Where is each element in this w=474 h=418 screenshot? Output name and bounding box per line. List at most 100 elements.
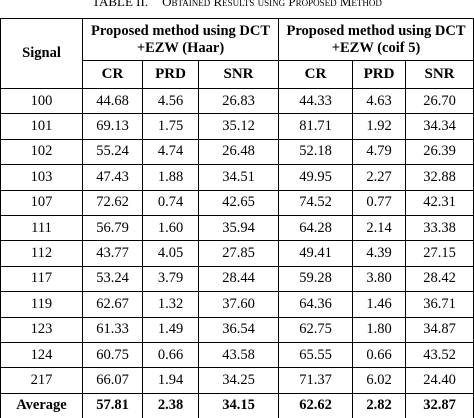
cell: 4.63 bbox=[352, 87, 406, 115]
header-cell: Proposed method using DCT +EZW (coif 5) bbox=[277, 18, 474, 61]
cell: 1.80 bbox=[352, 316, 406, 343]
cell: 62.75 bbox=[278, 316, 353, 343]
cell: 43.77 bbox=[82, 240, 143, 267]
cell: 43.52 bbox=[404, 341, 474, 369]
cell: 3.80 bbox=[352, 265, 406, 293]
cell: Average bbox=[0, 392, 83, 418]
cell: 2.14 bbox=[352, 214, 406, 242]
header-cell: SNR bbox=[198, 60, 279, 89]
cell: 2.38 bbox=[142, 392, 199, 418]
cell: 124 bbox=[0, 341, 83, 369]
cell: 49.41 bbox=[278, 240, 353, 267]
data-row: 101 69.13 1.75 35.12 81.71 1.92 34.34 bbox=[0, 113, 474, 140]
cell: 2.82 bbox=[352, 392, 406, 418]
header-cell: PRD bbox=[142, 60, 199, 89]
cell: 119 bbox=[0, 291, 83, 318]
data-row: 112 43.77 4.05 27.85 49.41 4.39 27.15 bbox=[0, 240, 474, 267]
cell: 35.12 bbox=[198, 113, 279, 140]
header-cell: Proposed method using DCT +EZW (Haar) bbox=[82, 18, 279, 61]
header-cell: CR bbox=[278, 60, 353, 89]
cell: 1.46 bbox=[352, 291, 406, 318]
cell: 27.85 bbox=[198, 240, 279, 267]
cell: 1.49 bbox=[142, 316, 199, 343]
cell: 0.74 bbox=[142, 189, 199, 216]
data-row: 103 47.43 1.88 34.51 49.95 2.27 32.88 bbox=[0, 164, 474, 191]
cell: 103 bbox=[0, 164, 83, 191]
cell: 6.02 bbox=[352, 367, 406, 394]
data-row: 123 61.33 1.49 36.54 62.75 1.80 34.87 bbox=[0, 316, 474, 343]
cell: 34.15 bbox=[198, 392, 279, 418]
cell: 107 bbox=[0, 189, 83, 216]
cell: 117 bbox=[0, 265, 83, 293]
cell: 3.79 bbox=[142, 265, 199, 293]
cell: 66.07 bbox=[82, 367, 143, 394]
cell: 100 bbox=[0, 87, 83, 115]
cell: 34.25 bbox=[198, 367, 279, 394]
cell: 56.79 bbox=[82, 214, 143, 242]
cell: 4.79 bbox=[352, 138, 406, 166]
data-row: 100 44.68 4.56 26.83 44.33 4.63 26.70 bbox=[0, 87, 474, 115]
cell: 49.95 bbox=[278, 164, 353, 191]
cell: 24.40 bbox=[404, 367, 474, 394]
average-row: Average 57.81 2.38 34.15 62.62 2.82 32.87 bbox=[0, 392, 474, 418]
cell: 111 bbox=[0, 214, 83, 242]
cell: 64.28 bbox=[278, 214, 353, 242]
cell: 35.94 bbox=[198, 214, 279, 242]
caption-label: TABLE II. bbox=[92, 0, 149, 9]
cell: 217 bbox=[0, 367, 83, 394]
cell: 59.28 bbox=[278, 265, 353, 293]
cell: 69.13 bbox=[82, 113, 143, 140]
cell: 64.36 bbox=[278, 291, 353, 318]
table-body: 100 44.68 4.56 26.83 44.33 4.63 26.70 101 69.13 1… bbox=[0, 87, 474, 418]
data-row: 124 60.75 0.66 43.58 65.55 0.66 43.52 bbox=[0, 341, 474, 369]
cell: 1.94 bbox=[142, 367, 199, 394]
data-row: 102 55.24 4.74 26.48 52.18 4.79 26.39 bbox=[0, 138, 474, 166]
cell: 4.05 bbox=[142, 240, 199, 267]
cell: 34.51 bbox=[198, 164, 279, 191]
cell: 101 bbox=[0, 113, 83, 140]
cell: 1.32 bbox=[142, 291, 199, 318]
cell: 1.75 bbox=[142, 113, 199, 140]
cell: 44.33 bbox=[278, 87, 353, 115]
cell: 0.66 bbox=[352, 341, 406, 369]
cell: 28.44 bbox=[198, 265, 279, 293]
cell: 65.55 bbox=[278, 341, 353, 369]
cell: 4.74 bbox=[142, 138, 199, 166]
cell: 112 bbox=[0, 240, 83, 267]
results-table: Signal Proposed method using DCT +EZW (H… bbox=[0, 18, 474, 418]
cell: 1.92 bbox=[352, 113, 406, 140]
cell: 72.62 bbox=[82, 189, 143, 216]
cell: 71.37 bbox=[278, 367, 353, 394]
cell: 33.38 bbox=[404, 214, 474, 242]
cell: 60.75 bbox=[82, 341, 143, 369]
cell: 123 bbox=[0, 316, 83, 343]
cell: 42.65 bbox=[198, 189, 279, 216]
caption: TABLE II. Obtained Results using Proposed… bbox=[0, 0, 474, 12]
cell: 61.33 bbox=[82, 316, 143, 343]
cell: 102 bbox=[0, 138, 83, 166]
data-row: 107 72.62 0.74 42.65 74.52 0.77 42.31 bbox=[0, 189, 474, 216]
cell: 62.67 bbox=[82, 291, 143, 318]
cell: 47.43 bbox=[82, 164, 143, 191]
cell: 34.34 bbox=[404, 113, 474, 140]
cell: 32.88 bbox=[404, 164, 474, 191]
cell: 55.24 bbox=[82, 138, 143, 166]
caption-title: Obtained Results using Proposed Method bbox=[162, 0, 382, 9]
cell: 28.42 bbox=[404, 265, 474, 293]
cell: 4.56 bbox=[142, 87, 199, 115]
cell: 34.87 bbox=[404, 316, 474, 343]
cell: 4.39 bbox=[352, 240, 406, 267]
cell: 52.18 bbox=[278, 138, 353, 166]
cell: 26.70 bbox=[404, 87, 474, 115]
cell: 62.62 bbox=[278, 392, 353, 418]
data-row: 111 56.79 1.60 35.94 64.28 2.14 33.38 bbox=[0, 214, 474, 242]
cell: 32.87 bbox=[404, 392, 474, 418]
cell: 0.77 bbox=[352, 189, 406, 216]
header-cell: PRD bbox=[352, 60, 406, 89]
cell: 36.71 bbox=[404, 291, 474, 318]
header-row: CR PRD SNR CR PRD SNR bbox=[1, 60, 474, 89]
cell: 36.54 bbox=[198, 316, 279, 343]
cell: 0.66 bbox=[142, 341, 199, 369]
header-cell: SNR bbox=[404, 60, 474, 89]
cell: 26.48 bbox=[198, 138, 279, 166]
